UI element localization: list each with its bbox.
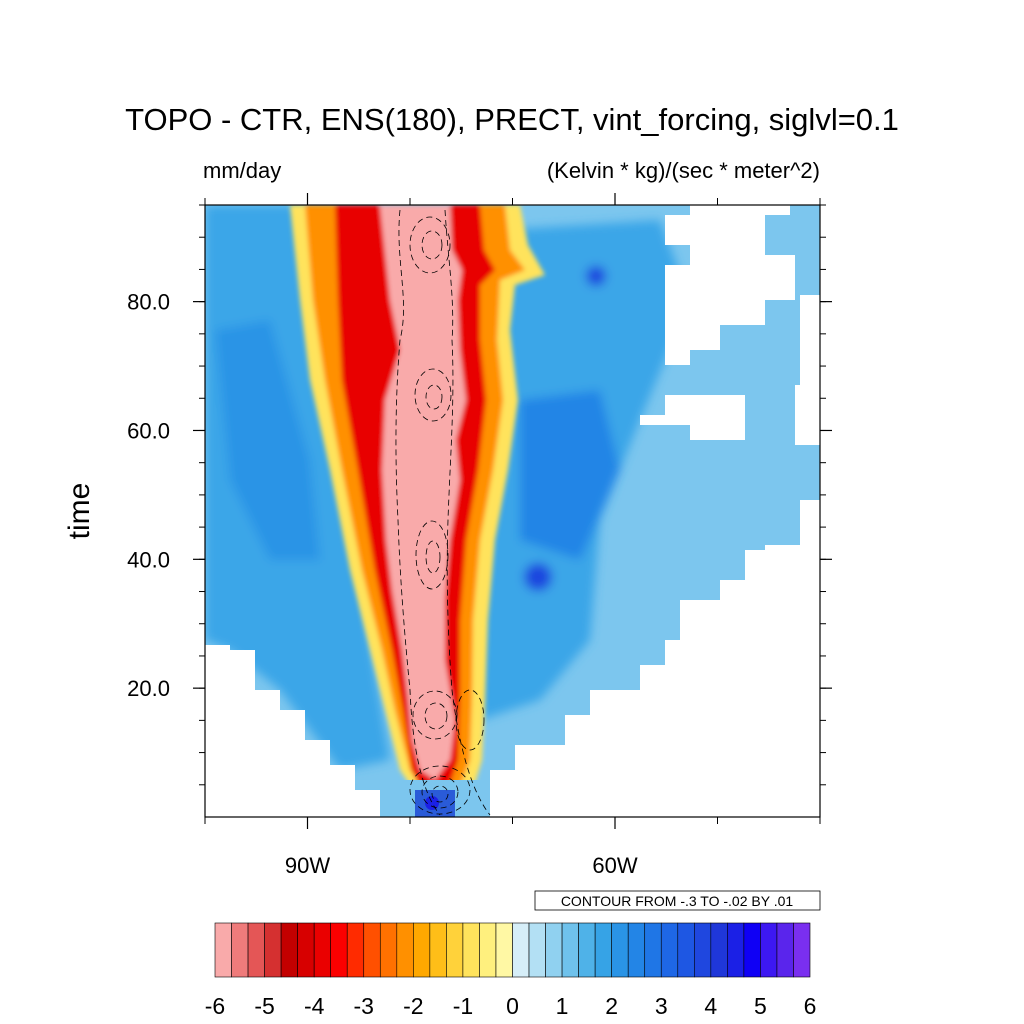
contour-5-c <box>431 785 449 803</box>
colorbar-label: -3 <box>354 993 374 1019</box>
y-tick-label: 40.0 <box>127 547 170 572</box>
colorbar-swatch <box>297 922 315 978</box>
contour-note-box <box>534 890 821 911</box>
field-blue-left-deep <box>215 320 320 560</box>
colorbar-label: -1 <box>453 993 473 1019</box>
y-tick-label: 20.0 <box>127 676 170 701</box>
mask-mid-right <box>640 395 745 440</box>
contour-15-a <box>412 690 458 740</box>
field-bottom-max <box>425 796 439 810</box>
contour-5-b <box>421 775 459 809</box>
contour-outer <box>395 209 441 816</box>
colorbar-label: 4 <box>704 993 717 1019</box>
mask-bottom <box>205 645 380 817</box>
colorbar-swatch <box>760 922 778 978</box>
colorbar-swatch <box>578 922 596 978</box>
colorbar-swatch <box>379 922 398 978</box>
dashed-contours <box>395 209 491 816</box>
colorbar-label: 6 <box>804 993 817 1019</box>
axis-tick-labels: 90W 60W 20.0 40.0 60.0 80.0 <box>127 290 638 878</box>
field-blue-max-40 <box>524 563 552 591</box>
colorbar-label: 5 <box>754 993 767 1019</box>
colorbar-swatch <box>512 922 530 978</box>
field-blue-blobs <box>205 205 690 770</box>
y-axis-label: time <box>63 483 96 540</box>
colorbar-swatch <box>743 922 761 978</box>
contour-outer-right <box>444 209 491 816</box>
left-unit-label: mm/day <box>203 158 281 183</box>
contour-88-b <box>421 230 443 260</box>
x-tick-label: 90W <box>285 853 330 878</box>
axis-ticks <box>193 193 832 829</box>
colorbar-label: 0 <box>506 993 519 1019</box>
contour-42-a <box>415 520 449 590</box>
colorbar-swatch <box>280 922 298 978</box>
colorbar-label: -6 <box>205 993 225 1019</box>
colorbar-swatch <box>231 922 249 978</box>
colorbar-label: -5 <box>254 993 274 1019</box>
colorbar-label: -2 <box>403 993 423 1019</box>
colorbar-swatch <box>677 922 695 978</box>
field-blue-right-deep <box>520 390 620 560</box>
contour-note: CONTOUR FROM -.3 TO -.02 BY .01 <box>561 893 794 909</box>
chart-title: TOPO - CTR, ENS(180), PRECT, vint_forcin… <box>125 102 899 137</box>
colorbar-swatch <box>611 922 629 978</box>
colorbar-swatch <box>247 922 265 978</box>
colorbar <box>214 922 811 978</box>
colorbar-swatch <box>727 922 745 978</box>
field-negative-band <box>290 205 545 805</box>
contour-42-b <box>425 540 441 574</box>
right-unit-label: (Kelvin * kg)/(sec * meter^2) <box>547 158 820 183</box>
x-tick-label: 60W <box>592 853 637 878</box>
mask-right-edge <box>800 295 820 385</box>
colorbar-swatch <box>264 922 282 978</box>
mask-mid-right-2 <box>795 385 820 445</box>
band-pink <box>380 205 466 780</box>
colorbar-swatch <box>446 922 464 978</box>
colorbar-label: 3 <box>655 993 668 1019</box>
colorbar-swatch <box>495 922 513 978</box>
colorbar-swatch <box>594 922 612 978</box>
colorbar-label: -4 <box>304 993 325 1019</box>
contour-15-c <box>455 689 485 751</box>
colorbar-swatch <box>214 922 232 978</box>
y-tick-label: 60.0 <box>127 418 170 443</box>
colorbar-swatch <box>644 922 662 978</box>
colorbar-swatch <box>694 922 712 978</box>
mask-upper-right <box>665 205 795 365</box>
colorbar-swatch <box>545 922 563 978</box>
contour-15-b <box>424 702 448 730</box>
colorbar-labels: -6 -5 -4 -3 -2 -1 0 1 2 3 4 5 6 <box>205 993 817 1019</box>
colorbar-swatch <box>363 922 381 978</box>
colorbar-label: 1 <box>556 993 569 1019</box>
contour-65-b <box>425 384 443 410</box>
colorbar-swatch <box>429 922 447 978</box>
colorbar-swatch <box>413 922 431 978</box>
contour-88-a <box>409 216 451 274</box>
colorbar-label: 2 <box>605 993 618 1019</box>
colorbar-swatch <box>479 922 497 978</box>
mask-bottom-right <box>490 500 820 817</box>
colorbar-swatch <box>346 922 365 978</box>
colorbar-swatch <box>462 922 480 978</box>
y-tick-label: 80.0 <box>127 290 170 315</box>
colorbar-swatch <box>313 922 331 978</box>
colorbar-swatch <box>793 922 811 978</box>
colorbar-swatch <box>627 922 646 978</box>
colorbar-swatch <box>528 922 546 978</box>
heatmap-field <box>205 205 820 817</box>
colorbar-swatch <box>776 922 794 978</box>
colorbar-swatch <box>561 922 579 978</box>
contour-5-a <box>409 765 471 815</box>
contour-65-a <box>414 368 452 422</box>
colorbar-swatch <box>330 922 348 978</box>
field-blue-max-85 <box>586 266 606 286</box>
colorbar-swatch <box>660 922 679 978</box>
colorbar-swatch <box>710 922 728 978</box>
colorbar-swatch <box>396 922 414 978</box>
